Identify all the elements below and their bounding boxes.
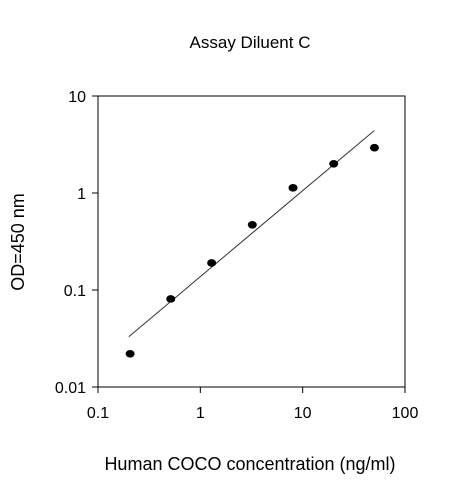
data-point <box>125 349 135 358</box>
x-axis: 0.1 1 10 100 <box>87 387 419 422</box>
fit-line <box>128 130 375 338</box>
x-tick-label: 10 <box>294 405 312 422</box>
data-point <box>207 259 217 267</box>
x-tick-label: 100 <box>392 405 419 422</box>
x-tick-label: 0.1 <box>87 405 109 422</box>
x-tick-label: 1 <box>196 405 205 422</box>
y-tick-label: 1 <box>77 186 86 203</box>
y-tick-label: 10 <box>68 89 86 106</box>
data-point <box>329 160 339 168</box>
data-point <box>247 221 257 229</box>
x-axis-label: Human COCO concentration (ng/ml) <box>104 454 395 474</box>
data-points <box>125 143 379 358</box>
data-point <box>288 184 298 192</box>
chart-title: Assay Diluent C <box>190 33 311 52</box>
plot-frame <box>97 95 406 388</box>
data-point <box>369 143 379 152</box>
y-axis-label: OD=450 nm <box>8 193 28 291</box>
y-tick-label: 0.1 <box>64 283 86 300</box>
y-axis: 0.01 0.1 1 10 <box>55 89 98 397</box>
data-point <box>166 295 176 303</box>
y-tick-label: 0.01 <box>55 380 86 397</box>
